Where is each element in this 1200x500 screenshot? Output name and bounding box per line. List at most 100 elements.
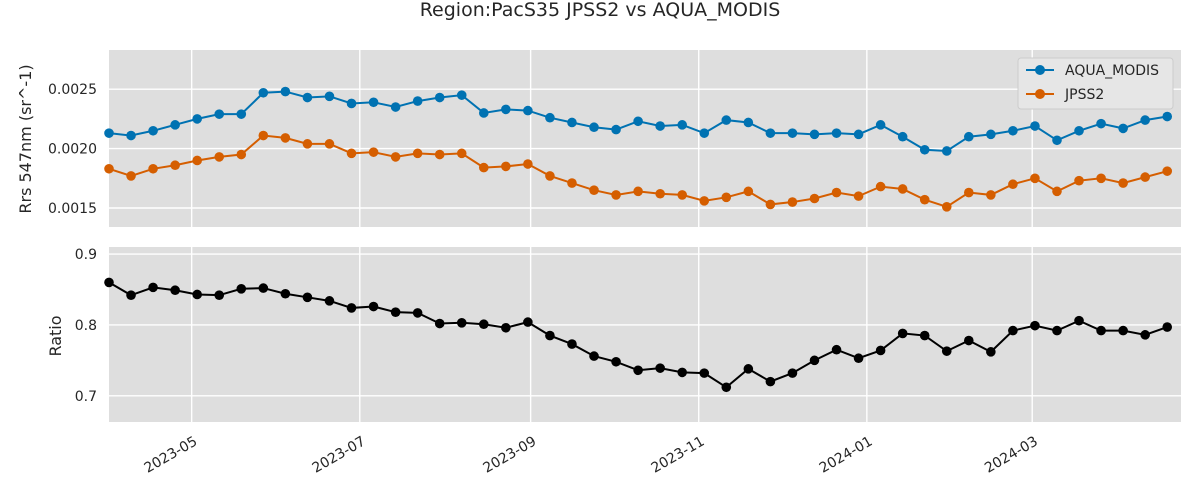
data-point-jpss2: [853, 191, 864, 201]
top-y-tick-label: 0.0020: [48, 142, 97, 158]
data-point-ratio: [611, 356, 621, 367]
data-point-jpss2: [611, 190, 621, 200]
data-point-jpss2: [192, 155, 202, 166]
data-point-jpss2: [964, 187, 974, 198]
data-point-ratio: [1118, 325, 1128, 336]
data-point-aqua-modis: [501, 104, 511, 115]
data-point-ratio: [919, 330, 930, 341]
data-point-ratio: [412, 308, 423, 318]
bottom-plot-area: [109, 247, 1181, 422]
data-point-ratio: [104, 277, 114, 288]
data-point-aqua-modis: [699, 128, 710, 138]
data-point-aqua-modis: [1140, 115, 1150, 125]
data-point-ratio: [964, 335, 974, 346]
data-point-ratio: [1008, 325, 1018, 336]
data-point-aqua-modis: [368, 97, 379, 108]
data-point-jpss2: [1030, 173, 1040, 184]
data-point-jpss2: [655, 188, 665, 199]
data-point-aqua-modis: [214, 109, 225, 119]
data-point-jpss2: [1162, 166, 1173, 176]
data-point-aqua-modis: [809, 129, 820, 140]
data-point-jpss2: [831, 187, 842, 198]
data-point-ratio: [787, 368, 798, 378]
data-point-aqua-modis: [324, 91, 335, 102]
bottom-series-group: [104, 277, 1173, 393]
data-point-ratio: [986, 347, 996, 357]
data-point-aqua-modis: [831, 128, 842, 138]
data-point-ratio: [567, 339, 577, 349]
data-point-aqua-modis: [126, 130, 136, 141]
data-point-ratio: [346, 303, 357, 313]
data-point-aqua-modis: [919, 144, 930, 155]
data-point-aqua-modis: [1162, 111, 1173, 122]
data-point-aqua-modis: [434, 92, 445, 103]
data-point-aqua-modis: [523, 105, 533, 116]
bottom-y-tick-label: 0.8: [75, 318, 97, 334]
data-point-aqua-modis: [853, 129, 864, 140]
x-tick-label: 2024-03: [982, 434, 1041, 477]
data-point-ratio: [324, 296, 335, 306]
data-point-ratio: [368, 301, 379, 312]
top-y-axis-label: Rrs 547nm (sr^-1): [16, 64, 35, 213]
legend-label-jpss2: JPSS2: [1064, 87, 1104, 103]
bottom-y-tick-label: 0.9: [75, 247, 97, 263]
data-point-jpss2: [787, 197, 798, 207]
x-tick-label: 2023-11: [649, 434, 708, 477]
bottom-panel: 0.70.80.9 Ratio 2023-05 2023-07 2023-09 202…: [46, 247, 1181, 477]
data-point-jpss2: [236, 149, 247, 160]
data-point-jpss2: [941, 202, 952, 212]
data-point-jpss2: [1096, 173, 1106, 184]
data-point-aqua-modis: [567, 117, 577, 128]
data-point-aqua-modis: [104, 128, 114, 138]
data-point-jpss2: [478, 162, 489, 173]
data-point-aqua-modis: [412, 96, 423, 106]
data-point-jpss2: [280, 133, 291, 143]
data-point-jpss2: [523, 159, 533, 169]
legend-box: [1017, 57, 1174, 110]
data-point-aqua-modis: [897, 131, 908, 142]
data-point-jpss2: [148, 163, 158, 174]
data-point-aqua-modis: [964, 131, 974, 142]
data-point-aqua-modis: [941, 146, 952, 156]
data-point-ratio: [765, 376, 776, 387]
data-point-jpss2: [390, 152, 401, 162]
data-point-aqua-modis: [765, 128, 776, 138]
data-point-aqua-modis: [390, 102, 401, 112]
data-point-ratio: [302, 292, 313, 303]
data-point-ratio: [390, 307, 401, 317]
data-point-ratio: [809, 355, 820, 366]
data-point-aqua-modis: [986, 129, 996, 140]
data-point-jpss2: [346, 148, 357, 159]
data-point-jpss2: [1074, 175, 1084, 186]
data-point-jpss2: [412, 148, 423, 159]
data-point-jpss2: [258, 130, 269, 141]
bottom-y-ticks: 0.7 0.8 0.9: [75, 247, 97, 405]
data-point-aqua-modis: [1052, 135, 1062, 146]
legend-marker-jpss2: [1035, 89, 1045, 99]
data-point-ratio: [501, 322, 511, 333]
data-point-jpss2: [170, 160, 180, 171]
data-point-aqua-modis: [1074, 125, 1084, 136]
data-point-jpss2: [699, 196, 710, 206]
data-point-ratio: [214, 290, 225, 300]
data-point-jpss2: [633, 186, 643, 197]
data-point-jpss2: [104, 163, 114, 174]
data-point-ratio: [258, 283, 269, 293]
data-point-aqua-modis: [258, 87, 269, 98]
x-tick-label: 2023-09: [481, 434, 540, 477]
data-point-jpss2: [1118, 178, 1128, 188]
top-y-tick-label: 0.0025: [48, 82, 97, 98]
data-point-ratio: [523, 317, 533, 327]
data-point-jpss2: [456, 148, 467, 159]
data-point-jpss2: [214, 152, 225, 162]
data-point-jpss2: [434, 149, 445, 160]
data-point-ratio: [236, 284, 247, 294]
data-point-aqua-modis: [1096, 118, 1106, 129]
data-point-aqua-modis: [611, 124, 621, 135]
data-point-aqua-modis: [589, 122, 599, 133]
chart-title: Region:PacS35 JPSS2 vs AQUA_MODIS: [420, 0, 781, 21]
data-point-jpss2: [1052, 186, 1062, 197]
data-point-jpss2: [1140, 172, 1150, 182]
data-point-jpss2: [986, 190, 996, 200]
